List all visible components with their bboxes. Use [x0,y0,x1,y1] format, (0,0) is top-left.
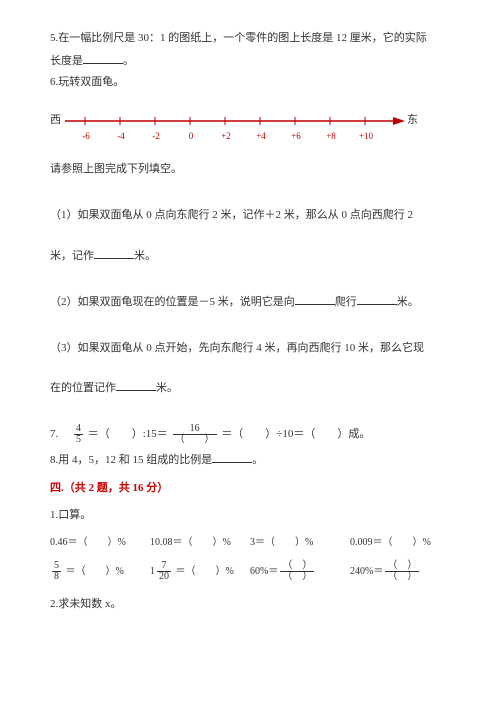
label-west: 西 [50,112,61,130]
q5-blank [83,52,123,64]
number-line: 西 东 -6 -4 -2 0 +2 +4 +6 +8 +10 [50,112,450,144]
number-line-svg [65,113,405,129]
q7-seg2: ＝（ ）÷10＝（ ）成。 [221,428,370,440]
frac-7-20: 7 20 [155,561,173,582]
tick-0: -6 [74,129,98,143]
q6-3-a: 在的位置记作 [50,382,116,394]
tick-5: +4 [249,129,273,143]
c-r1c4: 0.009＝（ ）% [350,535,450,551]
c-r2c4-pre: 240%＝ [350,566,383,577]
tick-labels: -6 -4 -2 0 +2 +4 +6 +8 +10 [66,129,450,143]
c-r1c1: 0.46＝（ ）% [50,535,150,551]
frac-5-8: 5 8 [50,561,63,582]
tick-6: +6 [284,129,308,143]
frac-den: （ ） [385,572,419,582]
q7-prefix: 7. [50,428,69,440]
q6-1-a: 米，记作 [50,250,94,262]
q8-blank [212,451,252,463]
q8: 8.用 4，5，12 和 15 组成的比例是 。 [50,451,450,470]
calc-grid: 0.46＝（ ）% 10.08＝（ ）% 3＝（ ）% 0.009＝（ ）% 5… [50,535,450,582]
tick-3: 0 [179,129,203,143]
q6-3-line1: （3）如果双面龟从 0 点开始，先向东爬行 4 米，再向西爬行 10 米，那么它… [50,340,450,358]
tick-1: -4 [109,129,133,143]
q-solve-x: 2.求未知数 x。 [50,596,450,614]
q6-1-blank [94,247,134,259]
q7-frac2: 16 （ ） [171,424,219,445]
q6-1-line2: 米，记作 米。 [50,247,450,266]
q8-b: 。 [252,454,263,466]
c-r1c3: 3＝（ ）% [250,535,350,551]
label-east: 东 [407,112,418,130]
frac-den: 8 [52,572,61,582]
frac-blank: （ ） （ ） [383,561,421,582]
q6-1-line1: （1）如果双面龟从 0 点向东爬行 2 米，记作＋2 米，那么从 0 点向西爬行… [50,207,450,225]
q7-seg1: ＝（ ）:15＝ [88,428,171,440]
q5-text-c: 。 [123,55,134,67]
tick-7: +8 [319,129,343,143]
q8-a: 8.用 4，5，12 和 15 组成的比例是 [50,454,212,466]
calc-row-2: 5 8 ＝（ ）% 1 7 20 ＝（ ）% 60%＝ （ ） （ ） 240%… [50,561,450,582]
c-r2c3-pre: 60%＝ [250,566,278,577]
q6-3-b: 米。 [156,382,178,394]
frac-den: （ ） [280,572,314,582]
c-r2c3: 60%＝ （ ） （ ） [250,561,350,582]
calc-title: 1.口算。 [50,507,450,525]
q5-text-b: 长度是 [50,55,83,67]
c-r2c4: 240%＝ （ ） （ ） [350,561,450,582]
q7-frac1: 4 5 [72,424,85,445]
c-r2c2-tail: ＝（ ）% [173,566,234,577]
q6-2-a: （2）如果双面龟现在的位置是－5 米，说明它是向 [50,296,295,308]
q5-line2: 长度是 。 [50,52,450,71]
calc-row-1: 0.46＝（ ）% 10.08＝（ ）% 3＝（ ）% 0.009＝（ ）% [50,535,450,551]
c-r2c1: 5 8 ＝（ ）% [50,561,150,582]
q6-2-blank2 [357,293,397,305]
q6-3-line2: 在的位置记作 米。 [50,379,450,398]
tick-2: -2 [144,129,168,143]
frac-den: 20 [157,572,171,582]
q6-2: （2）如果双面龟现在的位置是－5 米，说明它是向 爬行 米。 [50,293,450,312]
q6-2-b: 爬行 [335,296,357,308]
c-r2c2: 1 7 20 ＝（ ）% [150,561,250,582]
q5-line1: 5.在一幅比例尺是 30：1 的图纸上，一个零件的图上长度是 12 厘米，它的实… [50,30,450,48]
q7: 7. 4 5 ＝（ ）:15＝ 16 （ ） ＝（ ）÷10＝（ ）成。 [50,424,450,445]
tick-8: +10 [354,129,378,143]
q6-2-blank1 [295,293,335,305]
q6-3-blank [116,379,156,391]
c-r2c1-tail: ＝（ ）% [63,566,124,577]
c-r1c2: 10.08＝（ ）% [150,535,250,551]
q6-2-c: 米。 [397,296,419,308]
frac-blank: （ ） （ ） [278,561,316,582]
section-4-header: 四.（共 2 题，共 16 分） [50,480,450,498]
frac-den: （ ） [173,435,217,445]
tick-4: +2 [214,129,238,143]
q6-title: 6.玩转双面龟。 [50,74,450,92]
q6-1-b: 米。 [134,250,156,262]
frac-den: 5 [74,435,83,445]
q6-instruction: 请参照上图完成下列填空。 [50,161,450,179]
